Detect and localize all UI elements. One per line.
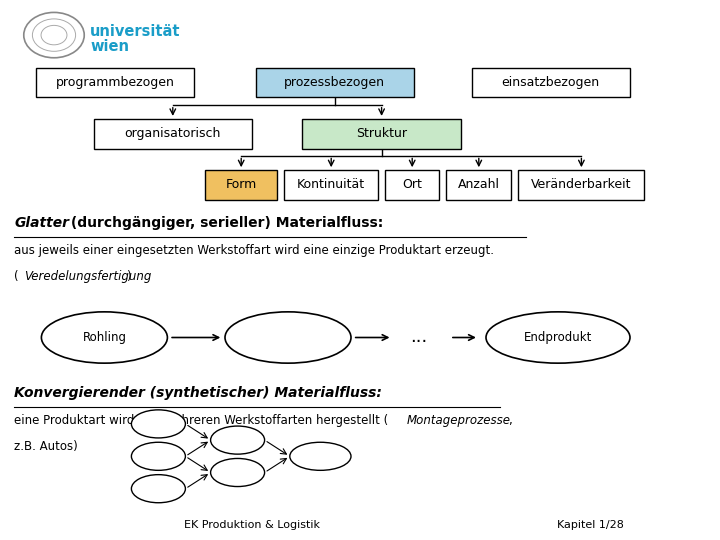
Text: (durchgängiger, serieller) Materialfluss:: (durchgängiger, serieller) Materialfluss…: [66, 216, 384, 230]
Ellipse shape: [289, 442, 351, 470]
FancyBboxPatch shape: [36, 68, 194, 97]
Ellipse shape: [132, 442, 186, 470]
Text: Struktur: Struktur: [356, 127, 407, 140]
Text: Kapitel 1/28: Kapitel 1/28: [557, 520, 624, 530]
Text: Form: Form: [225, 178, 257, 192]
Text: programmbezogen: programmbezogen: [55, 76, 175, 89]
Ellipse shape: [132, 410, 186, 438]
Text: ...: ...: [410, 328, 428, 347]
Text: prozessbezogen: prozessbezogen: [284, 76, 385, 89]
Text: EK Produktion & Logistik: EK Produktion & Logistik: [184, 520, 320, 530]
Text: Konvergierender (synthetischer) Materialfluss:: Konvergierender (synthetischer) Material…: [14, 386, 382, 400]
Text: Kontinuität: Kontinuität: [297, 178, 365, 192]
Text: Veredelungsfertigung: Veredelungsfertigung: [24, 270, 151, 283]
Text: Montageprozesse: Montageprozesse: [407, 414, 510, 427]
Ellipse shape: [486, 312, 630, 363]
Text: Endprodukt: Endprodukt: [524, 331, 592, 344]
FancyBboxPatch shape: [94, 119, 252, 148]
Text: organisatorisch: organisatorisch: [125, 127, 221, 140]
Text: Rohling: Rohling: [82, 331, 127, 344]
Text: Glatter: Glatter: [14, 216, 69, 230]
FancyBboxPatch shape: [472, 68, 630, 97]
Ellipse shape: [211, 426, 265, 454]
FancyBboxPatch shape: [205, 170, 277, 200]
FancyBboxPatch shape: [256, 68, 414, 97]
Ellipse shape: [42, 312, 167, 363]
Text: (: (: [14, 270, 19, 283]
Ellipse shape: [132, 475, 186, 503]
Text: ,: ,: [508, 414, 511, 427]
Text: wien: wien: [90, 39, 129, 54]
FancyBboxPatch shape: [284, 170, 378, 200]
FancyBboxPatch shape: [518, 170, 644, 200]
Text: einsatzbezogen: einsatzbezogen: [502, 76, 600, 89]
Text: eine Produktart wird aus mehreren Werkstoffarten hergestellt (: eine Produktart wird aus mehreren Werkst…: [14, 414, 389, 427]
Text: z.B. Autos): z.B. Autos): [14, 440, 78, 453]
Text: universität: universität: [90, 24, 181, 39]
Text: Anzahl: Anzahl: [458, 178, 500, 192]
FancyBboxPatch shape: [302, 119, 461, 148]
Ellipse shape: [225, 312, 351, 363]
Ellipse shape: [211, 458, 265, 487]
Text: Veränderbarkeit: Veränderbarkeit: [531, 178, 631, 192]
Text: ): ): [126, 270, 130, 283]
FancyBboxPatch shape: [385, 170, 439, 200]
FancyBboxPatch shape: [446, 170, 511, 200]
Text: Ort: Ort: [402, 178, 422, 192]
Text: aus jeweils einer eingesetzten Werkstoffart wird eine einzige Produktart erzeugt: aus jeweils einer eingesetzten Werkstoff…: [14, 244, 495, 257]
